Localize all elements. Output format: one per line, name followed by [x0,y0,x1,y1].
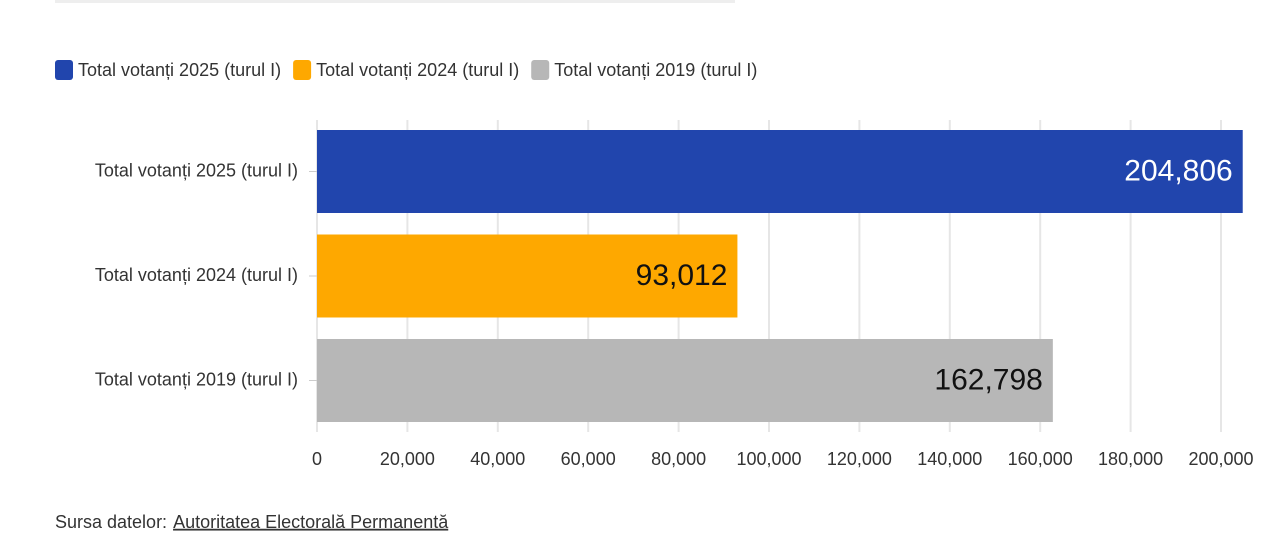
x-tick-label: 20,000 [380,449,435,469]
y-tick-label: Total votanți 2024 (turul I) [95,265,298,285]
bar [317,234,738,318]
x-tick-label: 0 [312,449,322,469]
value-label: 204,806 [1124,154,1232,187]
bar [317,130,1243,213]
y-tick-label: Total votanți 2019 (turul I) [95,369,298,389]
x-tick-label: 40,000 [470,449,525,469]
source-link[interactable]: Autoritatea Electorală Permanentă [173,512,449,532]
x-tick-label: 100,000 [736,449,801,469]
x-tick-label: 180,000 [1098,449,1163,469]
value-label: 93,012 [636,259,728,292]
legend-label: Total votanți 2019 (turul I) [554,60,757,80]
legend-swatch [55,60,73,80]
legend-label: Total votanți 2025 (turul I) [78,60,281,80]
source-label: Sursa datelor: [55,512,167,532]
x-tick-label: 140,000 [917,449,982,469]
x-tick-label: 60,000 [561,449,616,469]
bar [317,339,1053,422]
value-label: 162,798 [934,363,1042,396]
legend-swatch [531,60,550,80]
y-tick-label: Total votanți 2025 (turul I) [95,160,298,180]
top-divider [55,0,735,3]
legend-swatch [293,60,312,80]
x-tick-label: 80,000 [651,449,706,469]
legend-label: Total votanți 2024 (turul I) [316,60,519,80]
x-tick-label: 200,000 [1188,449,1253,469]
x-tick-label: 160,000 [1008,449,1073,469]
x-tick-label: 120,000 [827,449,892,469]
